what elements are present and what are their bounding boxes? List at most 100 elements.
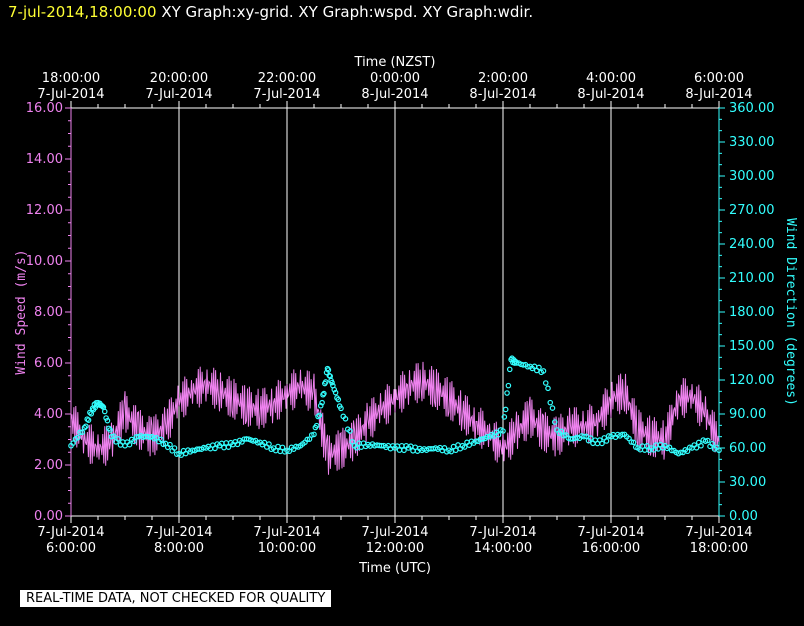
x-top-tick-label: 8-Jul-2014 <box>685 87 752 102</box>
wind-direction-point <box>322 379 329 385</box>
wind-direction-point <box>115 436 122 442</box>
quality-notice: REAL-TIME DATA, NOT CHECKED FOR QUALITY <box>20 590 332 607</box>
graph-list: XY Graph:xy-grid. XY Graph:wspd. XY Grap… <box>161 3 534 21</box>
wind-direction-point <box>313 422 320 429</box>
x-tick-label: 18:00:00 <box>690 541 748 556</box>
wind-direction-point <box>441 445 448 451</box>
x-tick-label: 12:00:00 <box>366 541 424 556</box>
wind-direction-point <box>321 390 327 397</box>
wind-direction-point <box>501 414 508 420</box>
x-axis-title: Time (UTC) <box>358 561 431 576</box>
wind-direction-point <box>684 448 691 455</box>
wind-direction-point <box>540 368 547 374</box>
wind-direction-point <box>502 406 509 413</box>
wind-direction-point <box>505 382 512 389</box>
wind-direction-point <box>319 399 325 406</box>
wind-direction-point <box>286 448 293 455</box>
wind-direction-point <box>83 423 89 430</box>
wind-direction-point <box>587 435 594 441</box>
left-tick-label: 8.00 <box>34 305 63 320</box>
wind-direction-point <box>311 431 317 438</box>
left-axis-title: Wind Speed (m/s) <box>14 249 29 374</box>
wind-direction-point <box>484 433 491 440</box>
x-top-tick-label: 20:00:00 <box>150 71 208 86</box>
right-tick-label: 270.00 <box>729 203 775 218</box>
wind-direction-point <box>603 438 610 444</box>
wind-direction-point <box>479 436 486 442</box>
right-tick-label: 90.00 <box>729 407 766 422</box>
wind-direction-point <box>221 444 227 451</box>
wind-direction-point <box>85 417 92 423</box>
x-tick-label: 7-Jul-2014 <box>37 525 104 540</box>
wind-direction-point <box>126 441 133 448</box>
left-tick-label: 6.00 <box>34 356 63 371</box>
x-tick-label: 8:00:00 <box>154 541 204 556</box>
x-tick-label: 16:00:00 <box>582 541 640 556</box>
wind-direction-point <box>551 419 558 425</box>
left-tick-label: 10.00 <box>26 254 63 269</box>
wind-direction-point <box>655 446 662 452</box>
wind-direction-point <box>331 386 338 393</box>
wind-direction-point <box>698 442 704 449</box>
wind-direction-point <box>581 433 587 440</box>
wind-direction-point <box>466 442 473 448</box>
wind-direction-point <box>131 438 137 445</box>
wind-direction-point <box>549 405 556 411</box>
wind-direction-point <box>542 380 549 386</box>
wind-direction-point <box>158 436 164 443</box>
wind-direction-point <box>547 399 554 406</box>
wind-direction-point <box>316 412 323 419</box>
wind-direction-point <box>212 445 218 452</box>
wind-direction-point <box>234 441 241 448</box>
wind-direction-point <box>709 440 716 447</box>
x-tick-label: 7-Jul-2014 <box>577 525 644 540</box>
wind-speed-line <box>70 361 720 475</box>
wind-direction-point <box>347 428 353 434</box>
wind-direction-point <box>504 390 510 396</box>
right-tick-label: 330.00 <box>729 135 775 150</box>
wind-direction-point <box>342 416 349 422</box>
wind-direction-point <box>524 363 531 370</box>
x-top-tick-label: 22:00:00 <box>258 71 316 86</box>
x-top-tick-label: 8-Jul-2014 <box>361 87 428 102</box>
wind-direction-point <box>396 447 403 453</box>
wind-direction-point <box>641 447 648 453</box>
wind-direction-point <box>619 431 626 438</box>
chart-title: 7-jul-2014,18:00:00 XY Graph:xy-grid. XY… <box>8 3 533 21</box>
wind-direction-point <box>254 440 261 446</box>
left-tick-label: 2.00 <box>34 458 63 473</box>
x-top-tick-label: 18:00:00 <box>42 71 100 86</box>
right-tick-label: 180.00 <box>729 305 775 320</box>
right-tick-label: 300.00 <box>729 169 775 184</box>
wind-direction-point <box>279 444 286 451</box>
wind-direction-point <box>693 444 700 451</box>
wind-direction-point <box>99 403 106 410</box>
x-tick-label: 10:00:00 <box>258 541 316 556</box>
wind-direction-point <box>644 443 650 449</box>
x-top-tick-label: 2:00:00 <box>478 71 528 86</box>
wind-direction-point <box>599 440 605 447</box>
wind-direction-point <box>223 440 230 446</box>
x-top-axis-title: Time (NZST) <box>354 55 436 70</box>
wind-direction-point <box>536 364 542 371</box>
x-top-tick-label: 7-Jul-2014 <box>145 87 212 102</box>
right-tick-label: 210.00 <box>729 271 775 286</box>
wind-direction-point <box>668 447 675 454</box>
wind-direction-point <box>401 447 407 454</box>
x-top-tick-label: 8-Jul-2014 <box>469 87 536 102</box>
right-axis-title: Wind Direction (degrees) <box>783 218 798 406</box>
left-tick-label: 4.00 <box>34 407 63 422</box>
wind-direction-point <box>275 443 281 450</box>
wind-direction-point <box>306 436 313 442</box>
wind-direction-point <box>500 428 506 434</box>
wind-direction-point <box>250 438 257 444</box>
wind-direction-point <box>461 444 468 450</box>
right-tick-label: 0.00 <box>729 509 758 524</box>
x-top-tick-label: 4:00:00 <box>586 71 636 86</box>
right-tick-label: 60.00 <box>729 441 766 456</box>
wind-direction-point <box>332 389 339 396</box>
x-tick-label: 6:00:00 <box>46 541 96 556</box>
wind-direction-point <box>677 449 684 456</box>
wind-direction-point <box>520 362 527 368</box>
